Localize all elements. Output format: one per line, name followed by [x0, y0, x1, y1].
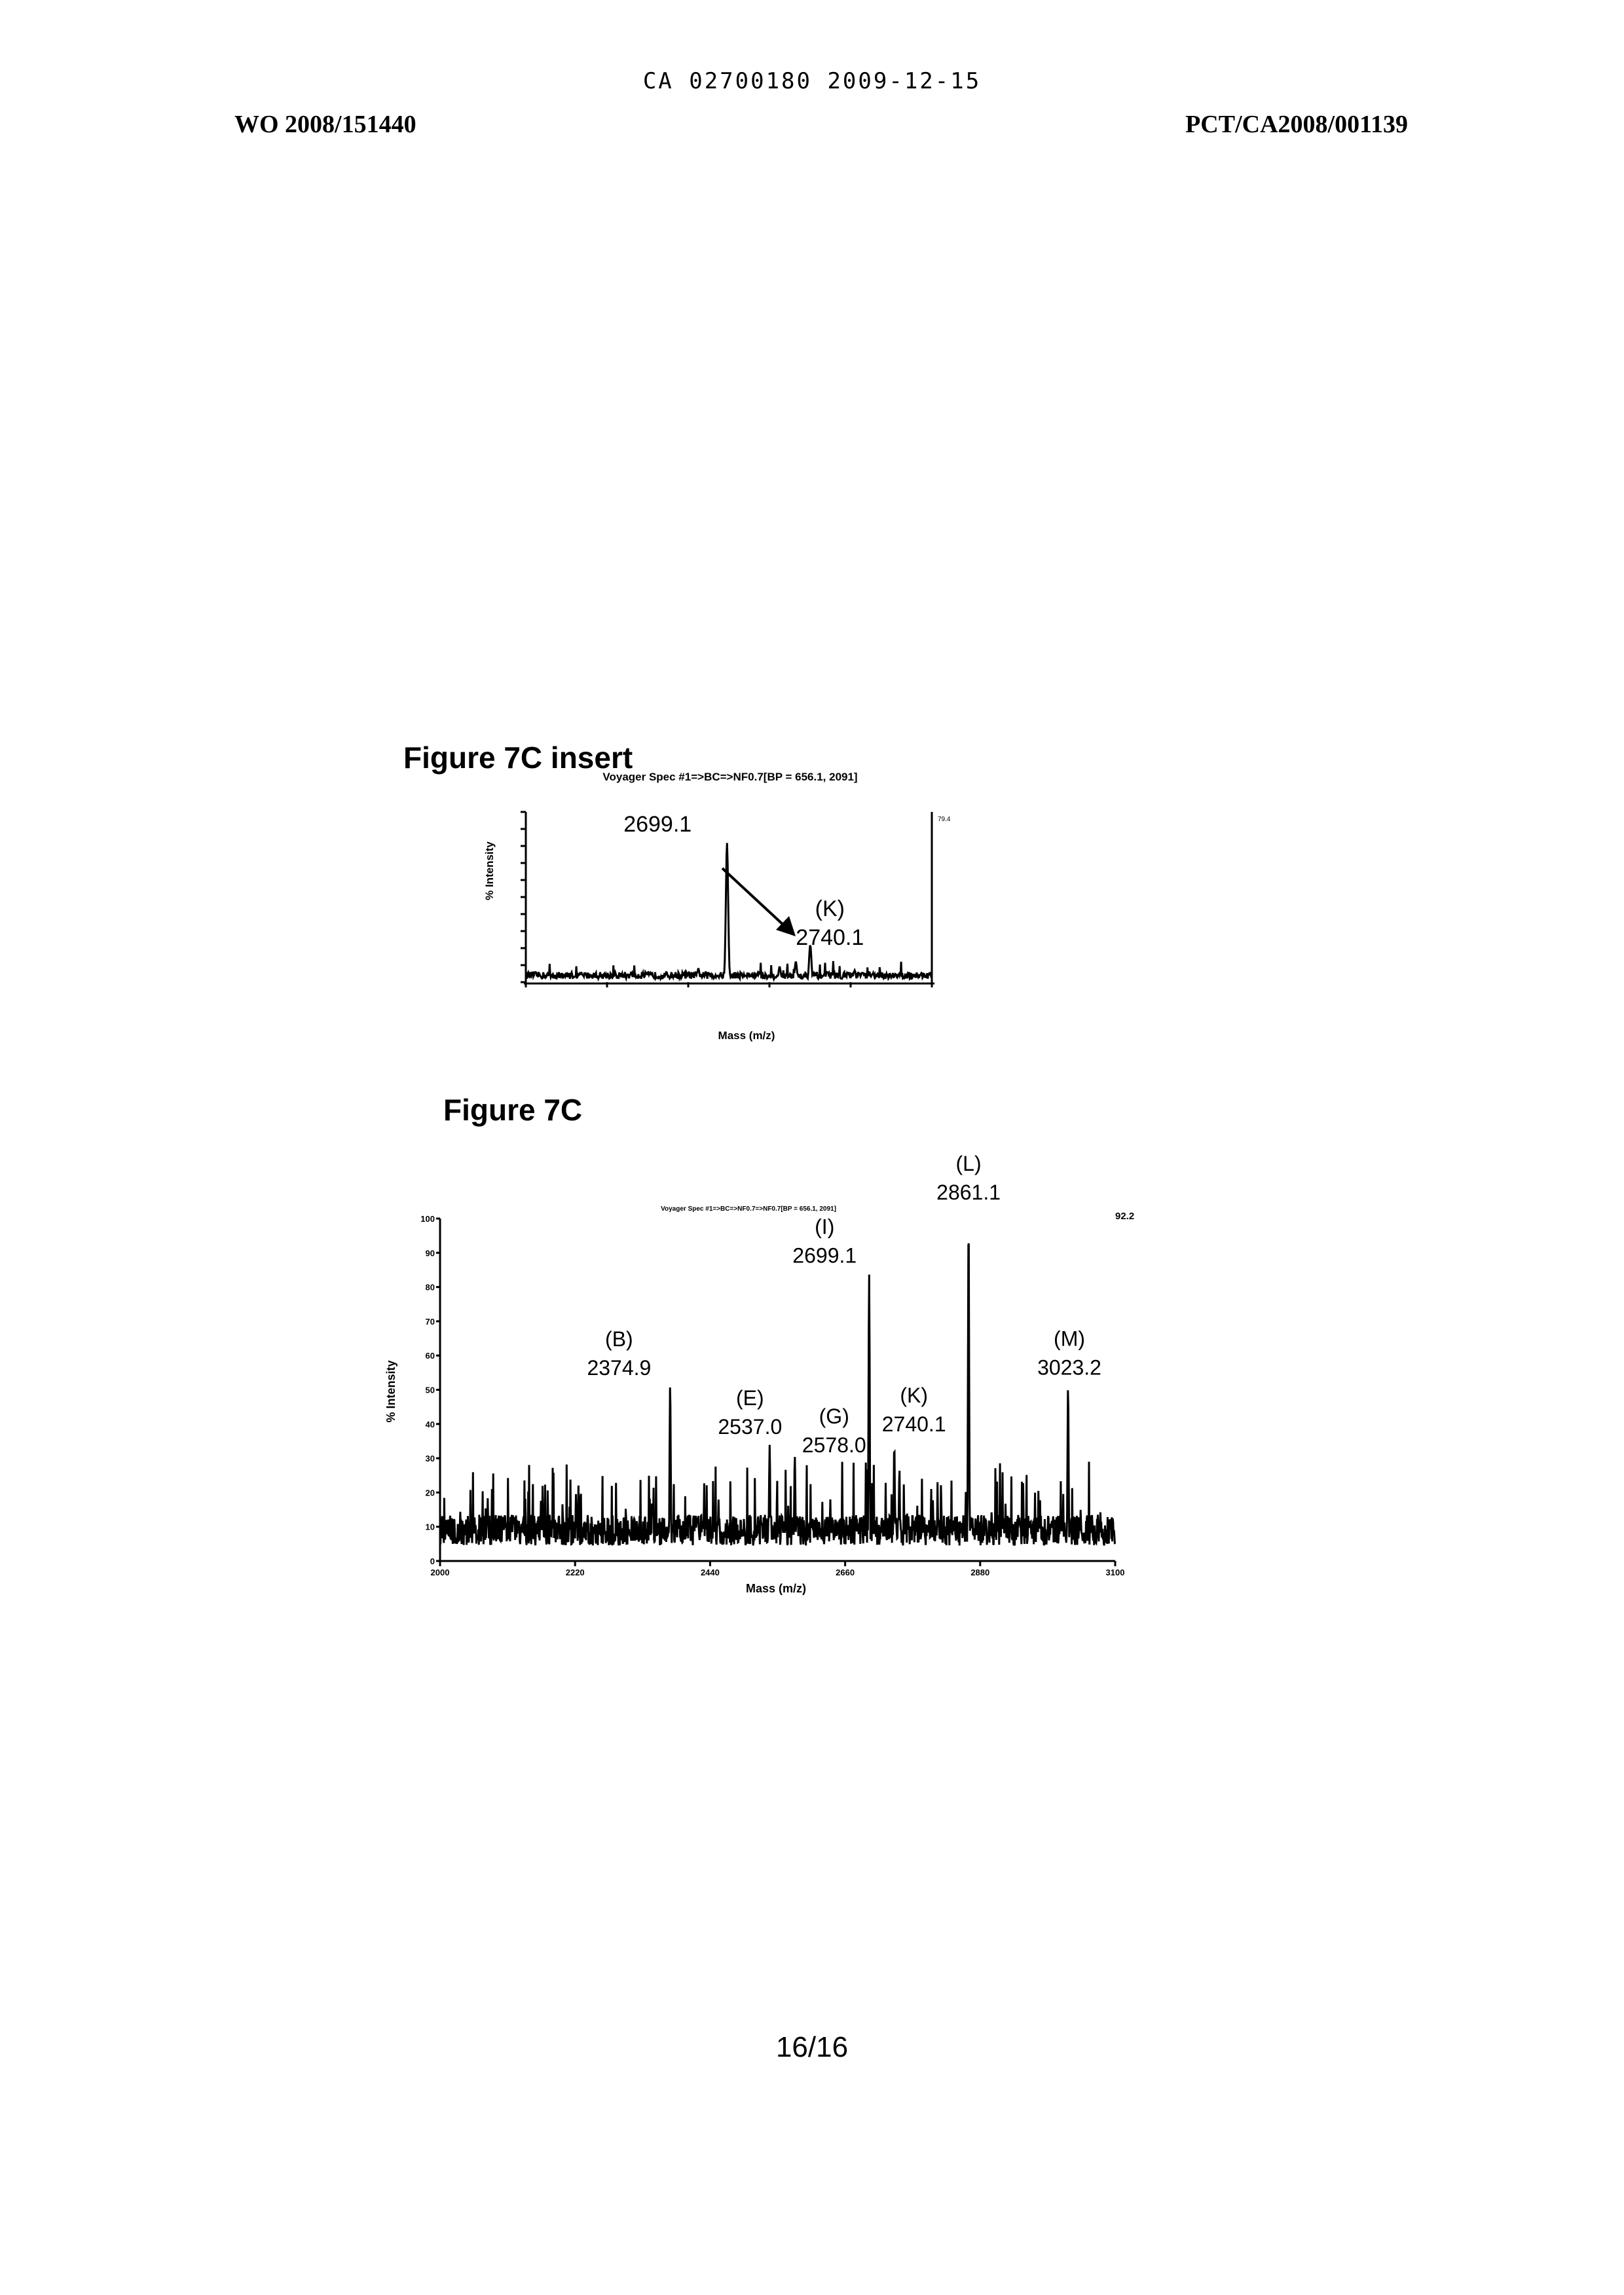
y-tick-label: 10 — [426, 1522, 435, 1532]
chart-title: Voyager Spec #1=>BC=>NF0.7=>NF0.7[BP = 6… — [661, 1205, 836, 1213]
peak-mass-label: 3023.2 — [1037, 1355, 1101, 1379]
y-tick-label: 30 — [426, 1454, 435, 1463]
y-tick-label: 80 — [426, 1283, 435, 1293]
peak-mass-label: 2578.0 — [802, 1433, 866, 1457]
peak-letter: (E) — [736, 1386, 764, 1410]
peak-mass-label: 2740.1 — [882, 1412, 946, 1436]
peak-mass-label: 2374.9 — [587, 1356, 651, 1380]
x-tick-label: 2000 — [431, 1568, 450, 1577]
peak-letter: (I) — [815, 1215, 834, 1239]
y-tick-label: 20 — [426, 1488, 435, 1497]
x-tick-label: 3100 — [1106, 1568, 1125, 1577]
peak-mass-label: 2861.1 — [936, 1181, 1001, 1204]
main-spectrum-trace — [440, 1243, 1115, 1545]
y-tick-label: 60 — [426, 1351, 435, 1361]
peak-mass-label: 2699.1 — [792, 1244, 857, 1268]
y-tick-label: 70 — [426, 1317, 435, 1327]
y-tick-label: 50 — [426, 1386, 435, 1395]
y-tick-label: 40 — [426, 1420, 435, 1429]
peak-letter: (G) — [819, 1405, 849, 1428]
page-number: 16/16 — [0, 2031, 1624, 2064]
x-tick-label: 2440 — [701, 1568, 720, 1577]
y-axis-label: % Intensity — [384, 1360, 397, 1422]
x-axis-label: Mass (m/z) — [746, 1582, 806, 1595]
x-tick-label: 2660 — [836, 1568, 855, 1577]
top-right-value: 92.2 — [1115, 1211, 1134, 1222]
main-peak-labels: (B) 2374.9 (E) 2537.0 (G) 2578.0 (I) 2699.1 (K) 2… — [587, 1152, 1101, 1457]
peak-letter: (M) — [1054, 1327, 1085, 1350]
x-tick-label: 2880 — [970, 1568, 989, 1577]
y-tick-label: 100 — [420, 1214, 435, 1224]
peak-mass-label: 2537.0 — [718, 1415, 782, 1439]
x-tick-label: 2220 — [566, 1568, 585, 1577]
peak-letter: (L) — [956, 1152, 982, 1175]
y-tick-label: 0 — [430, 1556, 435, 1566]
peak-letter: (B) — [605, 1327, 633, 1351]
y-tick-label: 90 — [426, 1248, 435, 1258]
peak-letter: (K) — [900, 1384, 928, 1407]
